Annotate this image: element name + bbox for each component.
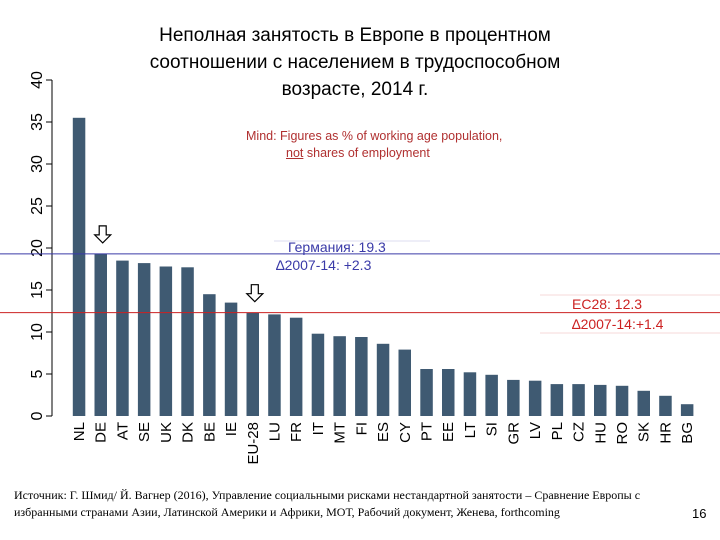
x-tick-label: GR bbox=[505, 422, 522, 445]
bar-cz bbox=[572, 384, 585, 416]
y-tick-label: 15 bbox=[29, 281, 46, 299]
bar-bg bbox=[680, 404, 694, 416]
y-tick-label: 30 bbox=[29, 155, 46, 173]
x-tick-label: BE bbox=[201, 422, 218, 442]
bar-uk bbox=[159, 266, 173, 416]
bar-hr bbox=[659, 395, 672, 416]
ec28-label: ЕС28: 12.3 bbox=[572, 296, 642, 312]
germany-label: Германия: 19.3 bbox=[288, 239, 386, 255]
bar-es bbox=[376, 343, 390, 416]
bar-fi bbox=[355, 337, 368, 416]
x-tick-label: LT bbox=[462, 422, 479, 438]
bar-at bbox=[116, 260, 129, 416]
bar-nl bbox=[72, 117, 86, 417]
y-tick-label: 10 bbox=[29, 323, 46, 341]
bar-gr bbox=[507, 379, 520, 416]
bar-fr bbox=[289, 317, 303, 416]
bar-pt bbox=[420, 369, 433, 416]
y-tick-label: 25 bbox=[29, 197, 46, 215]
chart-title: Неполная занятость в Европе в процентном… bbox=[149, 25, 561, 100]
x-tick-label: LU bbox=[266, 422, 283, 441]
x-tick-label: ES bbox=[375, 422, 392, 442]
bar-lu bbox=[268, 314, 281, 416]
bar-ee bbox=[442, 369, 455, 416]
bar-cy bbox=[398, 349, 411, 416]
reference-lines: Германия: 19.3 ∆2007-14: +2.3 ЕС28: 12.3 ∆2… bbox=[0, 225, 720, 334]
bar-be bbox=[203, 294, 216, 416]
x-tick-label: FR bbox=[288, 422, 305, 442]
x-tick-label: NL bbox=[71, 422, 88, 441]
x-tick-label: AT bbox=[114, 422, 131, 440]
bar-de bbox=[94, 253, 107, 416]
x-tick-label: PL bbox=[549, 422, 566, 440]
bar-hu bbox=[594, 384, 607, 416]
x-tick-label: HU bbox=[592, 422, 609, 444]
arrow-down-icon bbox=[93, 225, 113, 244]
ec28-change-label: ∆2007-14:+1.4 bbox=[572, 316, 664, 332]
bar-dk bbox=[181, 267, 194, 416]
x-tick-label: MT bbox=[332, 422, 349, 444]
y-tick-label: 0 bbox=[29, 411, 46, 420]
bar-ie bbox=[224, 302, 238, 416]
source-citation: Источник: Г. Шмид/ Й. Вагнер (2016), Упр… bbox=[14, 488, 641, 519]
bar-mt bbox=[333, 336, 346, 416]
note-line-2: not shares of employment bbox=[246, 145, 502, 162]
x-tick-label: LV bbox=[527, 422, 544, 439]
bar-eu-28 bbox=[246, 312, 259, 416]
chart-axes: 0 5 10 15 20 25 30 35 40 bbox=[29, 71, 53, 420]
bar-sk bbox=[637, 390, 650, 416]
bar-it bbox=[311, 333, 325, 416]
note-box: Mind: Figures as % of working age popula… bbox=[246, 128, 502, 162]
x-tick-label: FI bbox=[353, 422, 370, 435]
y-tick-label: 20 bbox=[29, 239, 46, 257]
bar-pl bbox=[550, 384, 564, 416]
note-line-2-rest: shares of employment bbox=[303, 146, 430, 160]
x-tick-label: DK bbox=[180, 422, 197, 443]
note-line-1: Mind: Figures as % of working age popula… bbox=[246, 129, 503, 143]
note-underlined-word: not bbox=[286, 146, 304, 160]
x-tick-label: SI bbox=[484, 422, 501, 436]
y-tick-label: 40 bbox=[29, 71, 46, 89]
bar-lv bbox=[528, 380, 542, 416]
bar-se bbox=[137, 263, 151, 416]
x-tick-label: BG bbox=[679, 422, 696, 444]
x-tick-label: UK bbox=[158, 422, 175, 443]
chart-bars: NL DE AT SE UK DK BE IE EU-28 LU FR IT MT FI ES CY PT EE L… bbox=[71, 117, 696, 465]
x-tick-label: EE bbox=[440, 422, 457, 442]
bar-ro bbox=[615, 385, 629, 416]
x-tick-label: DE bbox=[93, 422, 110, 443]
x-tick-label: SK bbox=[636, 422, 653, 442]
x-tick-label: EU-28 bbox=[245, 422, 262, 465]
bar-lt bbox=[463, 372, 477, 416]
x-tick-label: IT bbox=[310, 422, 327, 435]
y-tick-label: 5 bbox=[29, 369, 46, 378]
arrow-down-icon bbox=[245, 284, 265, 303]
x-tick-label: IE bbox=[223, 422, 240, 436]
x-tick-label: SE bbox=[136, 422, 153, 442]
x-tick-label: CZ bbox=[571, 422, 588, 442]
bar-si bbox=[485, 374, 498, 416]
page-number: 16 bbox=[692, 506, 707, 521]
y-tick-label: 35 bbox=[29, 113, 46, 131]
germany-change-label: ∆2007-14: +2.3 bbox=[276, 257, 372, 273]
x-tick-label: HR bbox=[657, 422, 674, 444]
x-tick-label: CY bbox=[397, 422, 414, 443]
x-tick-label: PT bbox=[419, 422, 436, 441]
x-tick-label: RO bbox=[614, 422, 631, 445]
